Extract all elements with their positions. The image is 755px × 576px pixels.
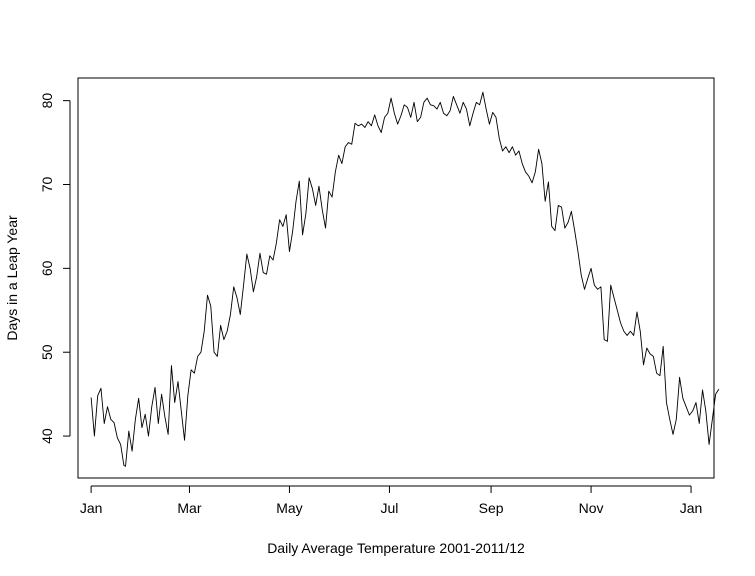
x-axis-title: Daily Average Temperature 2001-2011/12 (267, 540, 525, 556)
x-tick-label: Nov (579, 500, 604, 516)
y-axis-title: Days in a Leap Year (4, 215, 20, 341)
y-tick-label: 60 (39, 260, 55, 276)
plot-frame (77, 77, 715, 479)
temperature-series-line (90, 91, 720, 467)
x-tick-label: Jul (380, 500, 398, 516)
x-tick-label: May (276, 500, 302, 516)
y-tick-label: 70 (39, 177, 55, 193)
x-tick-label: Jan (80, 500, 103, 516)
x-axis: Jan Mar May Jul Sep Nov Jan (80, 485, 703, 516)
x-tick-label: Mar (177, 500, 201, 516)
x-tick-label: Jan (680, 500, 703, 516)
y-axis: 40 50 60 70 80 (39, 93, 71, 444)
y-tick-label: 50 (39, 344, 55, 360)
y-tick-label: 40 (39, 428, 55, 444)
y-tick-label: 80 (39, 93, 55, 109)
x-tick-label: Sep (479, 500, 504, 516)
